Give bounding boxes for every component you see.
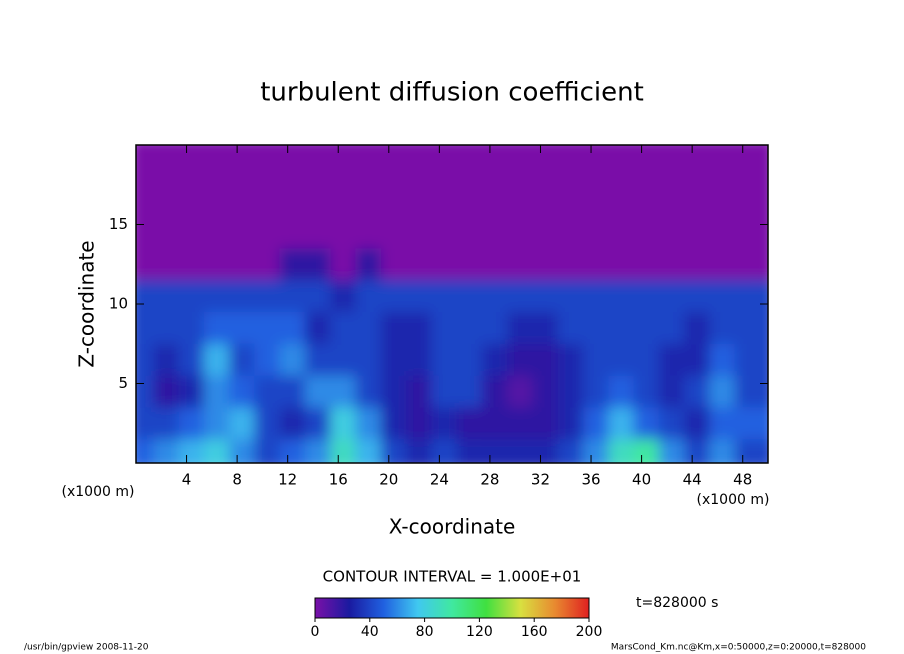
x-tick-label: 4 [182,471,192,489]
time-label: t=828000 s [636,595,718,611]
field [136,145,768,463]
x-tick-label: 16 [329,471,348,489]
x-axis-label: X-coordinate [389,515,516,539]
y-axis-label: Z-coordinate [75,240,99,367]
x-tick-label: 8 [232,471,242,489]
x-tick-label: 40 [632,471,651,489]
colorbar [314,597,590,619]
footer-left: /usr/bin/gpview 2008-11-20 [24,643,149,653]
colorbar-tick-label: 120 [466,624,493,640]
y-tick-label: 10 [109,295,128,313]
x-tick-label: 32 [531,471,550,489]
x-tick-label: 28 [480,471,499,489]
colorbar-tick-label: 200 [576,624,603,640]
x-tick-label: 36 [581,471,600,489]
contour-interval: CONTOUR INTERVAL = 1.000E+01 [323,568,582,586]
chart-title: turbulent diffusion coefficient [260,78,644,108]
colorbar-tick-label: 80 [416,624,434,640]
x-tick-label: 24 [430,471,449,489]
cell [734,145,768,185]
y-tick-label: 15 [109,215,128,233]
x-unit: (x1000 m) [697,492,770,508]
colorbar-tick-label: 40 [361,624,379,640]
y-tick-label: 5 [118,374,128,392]
x-tick-label: 44 [683,471,702,489]
colorbar-tick-label: 0 [311,624,320,640]
x-tick-label: 20 [379,471,398,489]
x-tick-label: 12 [278,471,297,489]
x-tick-label: 48 [733,471,752,489]
colorbar-tick-label: 160 [521,624,548,640]
footer-right: MarsCond_Km.nc@Km,x=0:50000,z=0:20000,t=… [611,643,866,653]
y-unit: (x1000 m) [62,484,135,500]
